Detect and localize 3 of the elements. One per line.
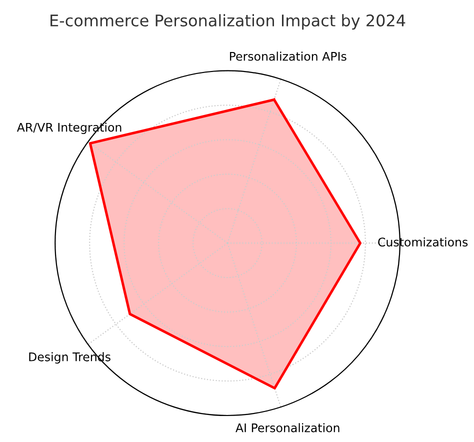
chart-title: E-commerce Personalization Impact by 2024 [50,14,406,30]
spoke-label: AI Personalization [236,423,340,432]
spoke-label: Personalization APIs [230,52,346,61]
